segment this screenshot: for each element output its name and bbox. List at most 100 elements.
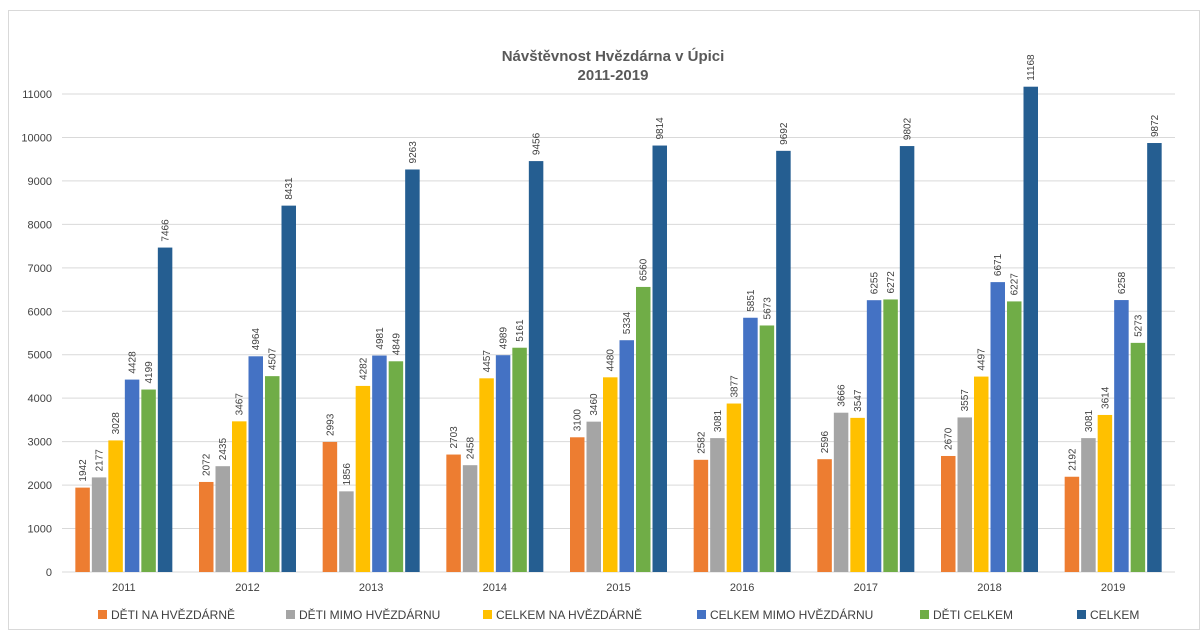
- bar: [265, 376, 280, 572]
- data-label: 2993: [325, 413, 336, 436]
- data-label: 4282: [358, 357, 369, 380]
- data-label: 6258: [1117, 271, 1128, 294]
- bar: [355, 385, 371, 572]
- data-label: 4480: [606, 349, 617, 372]
- data-label: 3614: [1100, 386, 1111, 409]
- chart-subtitle: 2011-2019: [578, 67, 649, 84]
- data-label: 8431: [284, 177, 295, 200]
- data-label: 3028: [111, 412, 122, 435]
- bar: [528, 161, 544, 572]
- data-label: 4989: [499, 327, 510, 350]
- data-label: 9814: [655, 117, 666, 140]
- legend-swatch: [286, 610, 295, 619]
- x-tick-label: 2016: [730, 582, 754, 594]
- data-label: 3877: [729, 375, 740, 398]
- bar: [1147, 143, 1162, 572]
- data-label: 3460: [589, 393, 600, 416]
- data-label: 5851: [746, 289, 757, 312]
- y-tick-label: 4000: [28, 393, 52, 405]
- bar: [586, 421, 601, 572]
- bar: [833, 412, 849, 572]
- data-label: 2177: [95, 449, 106, 472]
- bar: [957, 417, 972, 572]
- data-label: 2458: [466, 437, 477, 460]
- data-label: 1942: [78, 459, 89, 482]
- bar: [248, 356, 263, 572]
- bar: [479, 378, 494, 572]
- bar: [124, 379, 140, 572]
- data-label: 5334: [622, 312, 633, 335]
- data-label: 7466: [161, 219, 172, 242]
- bar: [446, 454, 461, 572]
- legend-swatch: [98, 610, 107, 619]
- bar: [693, 459, 709, 572]
- bar: [462, 465, 478, 572]
- data-label: 5273: [1133, 314, 1144, 337]
- bar: [1114, 300, 1129, 572]
- y-tick-label: 5000: [28, 350, 52, 362]
- legend-label: CELKEM: [1090, 608, 1139, 622]
- bar: [157, 247, 173, 572]
- x-tick-label: 2011: [112, 582, 136, 594]
- data-label: 9456: [532, 132, 543, 155]
- legend-label: DĚTI CELKEM: [933, 607, 1013, 622]
- bar: [108, 440, 123, 572]
- data-label: 4849: [391, 333, 402, 356]
- bar: [776, 150, 791, 572]
- data-labels: 1942 2177 3028 4428 4199 7466 2072 2435 3467 4964…: [78, 54, 1161, 485]
- y-tick-label: 2000: [28, 480, 52, 492]
- bar: [866, 300, 882, 572]
- x-tick-label: 2014: [483, 582, 507, 594]
- y-tick-label: 6000: [28, 306, 52, 318]
- bar: [710, 438, 725, 572]
- y-tick-label: 10000: [21, 132, 52, 144]
- bar: [1064, 476, 1080, 572]
- bar: [570, 437, 585, 572]
- bar: [759, 325, 775, 572]
- legend-label: CELKEM MIMO HVĚZDÁRNU: [710, 607, 873, 622]
- data-label: 2670: [944, 427, 955, 450]
- x-axis: 2011 2012 2013 2014 2015 2016 2017 2018 2019: [112, 582, 1125, 594]
- bar: [1007, 301, 1022, 572]
- bar: [232, 421, 247, 572]
- bar: [941, 455, 956, 572]
- legend-label: DĚTI MIMO HVĚZDÁRNU: [299, 607, 440, 622]
- y-tick-label: 8000: [28, 219, 52, 231]
- data-label: 9263: [408, 141, 419, 164]
- bar: [141, 389, 156, 572]
- bar: [726, 403, 742, 572]
- bar: [743, 317, 758, 572]
- data-label: 2582: [696, 431, 707, 454]
- data-label: 3557: [960, 389, 971, 412]
- x-tick-label: 2013: [359, 582, 383, 594]
- chart-title: Návštěvnost Hvězdárna v Úpici: [502, 47, 725, 65]
- bar: [1130, 342, 1146, 572]
- legend-swatch: [920, 610, 929, 619]
- data-label: 6671: [993, 253, 1004, 276]
- bar: [91, 477, 107, 572]
- y-tick-label: 7000: [28, 263, 52, 275]
- y-tick-label: 0: [46, 567, 52, 579]
- data-label: 2072: [202, 453, 213, 476]
- data-label: 4199: [144, 361, 155, 384]
- data-label: 4428: [128, 351, 139, 374]
- data-label: 3666: [837, 384, 848, 407]
- bar: [636, 286, 651, 572]
- bar: [1023, 86, 1038, 572]
- data-label: 4964: [251, 328, 262, 351]
- data-label: 3081: [713, 409, 724, 432]
- data-label: 9692: [779, 122, 790, 145]
- legend-swatch: [483, 610, 492, 619]
- data-label: 4457: [482, 350, 493, 373]
- data-label: 9802: [903, 117, 914, 140]
- y-tick-label: 3000: [28, 437, 52, 449]
- data-label: 4507: [268, 347, 279, 370]
- bar: [388, 361, 404, 572]
- bar: [1081, 438, 1096, 572]
- bar: [495, 355, 511, 572]
- bars: [75, 86, 1162, 573]
- data-label: 6560: [639, 258, 650, 281]
- y-tick-label: 11000: [22, 89, 52, 101]
- data-label: 11168: [1026, 54, 1037, 81]
